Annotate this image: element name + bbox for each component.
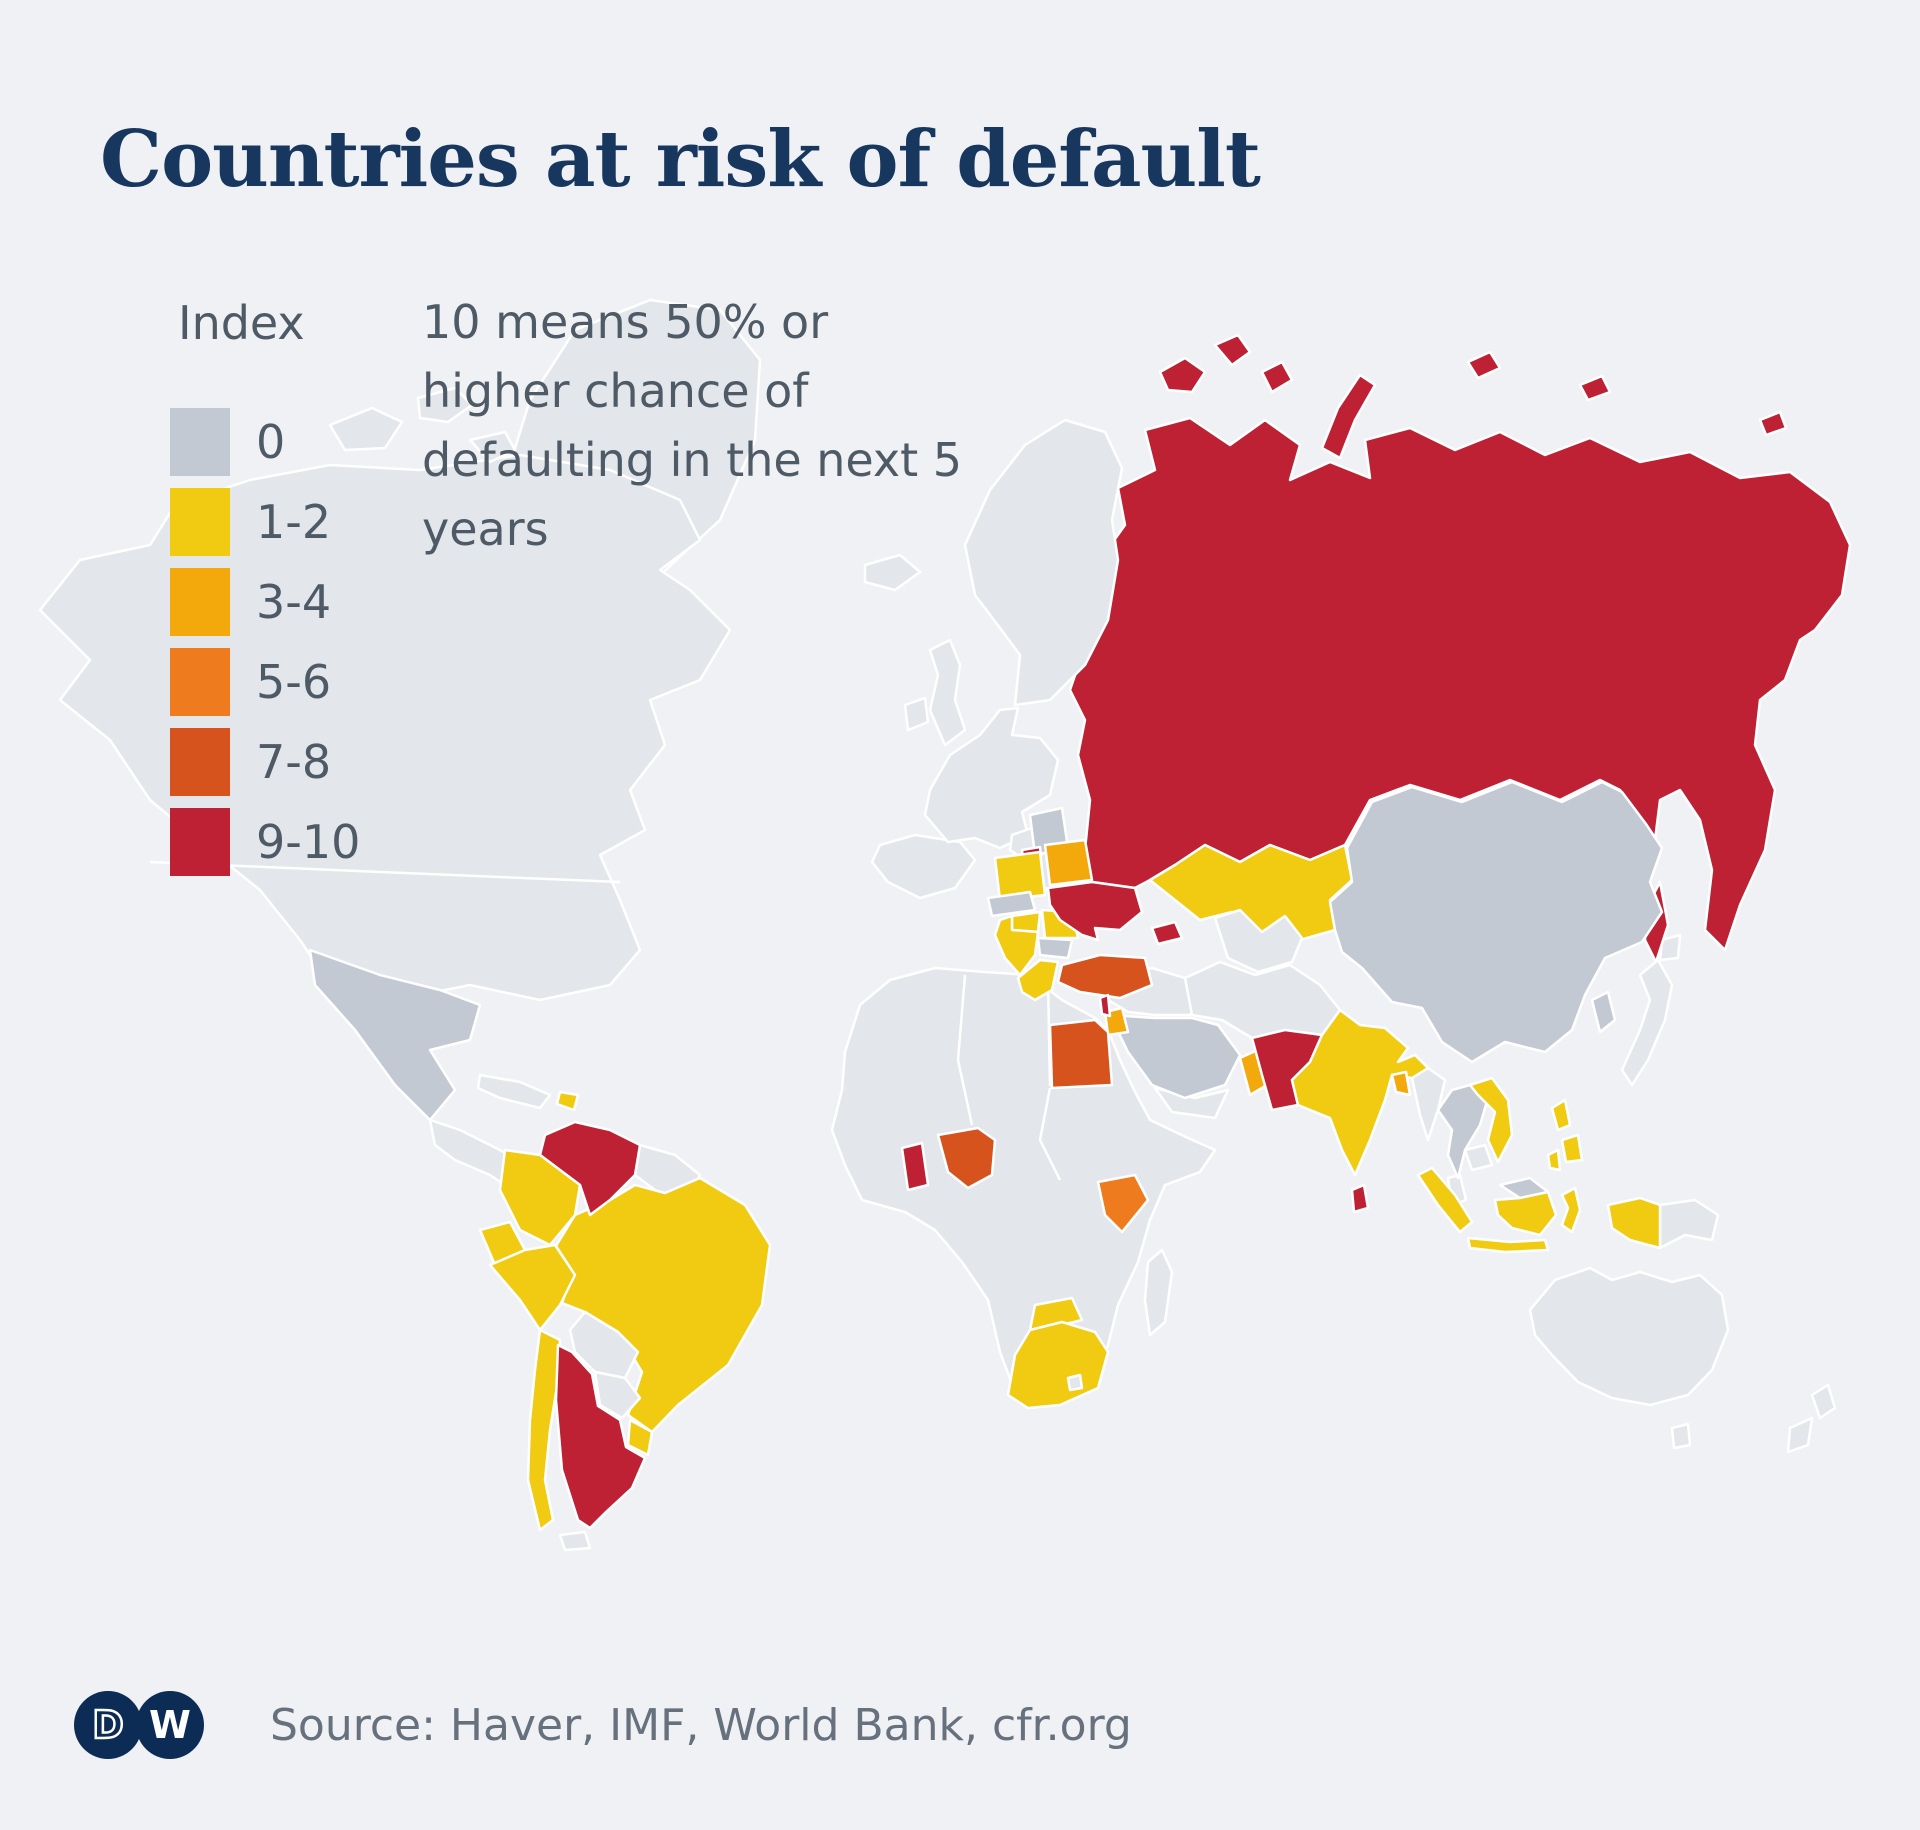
landmass-iceland xyxy=(865,555,920,590)
landmass-cuba xyxy=(478,1075,550,1108)
country-korea xyxy=(1592,992,1615,1032)
legend-swatch-1-2 xyxy=(170,488,230,556)
country-czechia-slovakia xyxy=(988,892,1035,916)
country-indonesia xyxy=(1418,1168,1660,1252)
country-ukraine xyxy=(1048,882,1142,940)
country-bulgaria xyxy=(1038,938,1072,958)
legend-label-3-4: 3-4 xyxy=(256,575,332,629)
country-saudi-arabia xyxy=(1110,1015,1240,1098)
legend-label-5-6: 5-6 xyxy=(256,655,332,709)
legend-item-3-4: 3-4 xyxy=(170,568,430,636)
landmass-paraguay xyxy=(595,1372,640,1418)
country-colombia xyxy=(500,1150,580,1245)
legend-item-9-10: 9-10 xyxy=(170,808,430,876)
index-explanation-note: 10 means 50% or higher chance of default… xyxy=(422,295,963,556)
legend-swatch-3-4 xyxy=(170,568,230,636)
landmass-lesotho xyxy=(1068,1375,1082,1390)
country-chile xyxy=(528,1330,560,1530)
dw-logo: D W xyxy=(74,1691,204,1759)
border-sahara xyxy=(958,975,1060,1180)
legend-item-5-6: 5-6 xyxy=(170,648,430,716)
legend-title: Index xyxy=(178,296,305,350)
page-title: Countries at risk of default xyxy=(100,114,1261,206)
landmass-new-zealand xyxy=(1788,1385,1835,1452)
landmass-uk xyxy=(930,640,965,745)
country-sri-lanka xyxy=(1352,1185,1368,1212)
country-nigeria xyxy=(938,1128,995,1188)
landmass-madagascar xyxy=(1145,1250,1172,1335)
landmass-ireland xyxy=(905,698,928,730)
source-attribution: Source: Haver, IMF, World Bank, cfr.org xyxy=(270,1699,1132,1751)
country-poland xyxy=(995,852,1045,900)
landmass-tierra-del-fuego xyxy=(560,1532,590,1550)
country-argentina xyxy=(556,1345,645,1528)
country-hungary xyxy=(1012,912,1040,932)
country-bangladesh xyxy=(1392,1072,1410,1095)
country-china-mongolia xyxy=(1330,782,1662,1062)
landmass-tasmania xyxy=(1672,1424,1690,1448)
legend-swatch-9-10 xyxy=(170,808,230,876)
legend-label-9-10: 9-10 xyxy=(256,815,361,869)
landmass-bolivia xyxy=(570,1312,638,1378)
legend-swatch-5-6 xyxy=(170,648,230,716)
dw-logo-letter-d: D xyxy=(92,1703,124,1747)
landmass-japan xyxy=(1622,935,1680,1085)
landmass-iberia xyxy=(872,835,975,898)
landmass-central-asia xyxy=(1215,910,1302,972)
landmass-australia xyxy=(1530,1268,1728,1405)
country-uruguay xyxy=(628,1420,652,1455)
country-ghana xyxy=(902,1143,928,1190)
country-philippines xyxy=(1548,1100,1582,1170)
legend-swatch-0 xyxy=(170,408,230,476)
country-russia xyxy=(1062,418,1850,950)
legend-label-7-8: 7-8 xyxy=(256,735,332,789)
country-balkans xyxy=(995,916,1038,975)
country-india xyxy=(1292,1010,1428,1175)
country-lebanon xyxy=(1100,995,1110,1016)
dw-logo-left-circle xyxy=(74,1691,142,1759)
landmass-canadian-arctic-islands xyxy=(330,388,515,462)
landmass-scandinavia xyxy=(965,420,1122,705)
dw-logo-letter-w: W xyxy=(149,1703,191,1747)
landmass-western-europe xyxy=(925,708,1058,848)
legend-label-0: 0 xyxy=(256,415,286,469)
country-hispaniola xyxy=(557,1092,578,1110)
country-vietnam xyxy=(1470,1078,1512,1162)
legend-label-1-2: 1-2 xyxy=(256,495,332,549)
country-greece xyxy=(1018,960,1058,1000)
legend: Index 0 1-2 3-4 5-6 7-8 9-10 xyxy=(170,296,430,888)
country-turkey xyxy=(1058,955,1152,998)
country-thailand-laos xyxy=(1438,1085,1488,1178)
country-mexico xyxy=(310,950,480,1120)
legend-item-1-2: 1-2 xyxy=(170,488,430,556)
legend-item-7-8: 7-8 xyxy=(170,728,430,796)
country-caucasus xyxy=(1152,922,1182,944)
dw-logo-right-circle xyxy=(136,1691,204,1759)
country-peru xyxy=(490,1245,575,1330)
landmass-new-guinea xyxy=(1660,1200,1718,1248)
landmass-cambodia xyxy=(1465,1145,1492,1170)
country-belarus xyxy=(1045,840,1092,885)
country-russia-arctic-islands xyxy=(1160,335,1786,458)
landmass-myanmar xyxy=(1412,1068,1445,1140)
country-egypt xyxy=(1050,1020,1112,1088)
legend-swatch-7-8 xyxy=(170,728,230,796)
country-kenya xyxy=(1098,1175,1148,1232)
footer: D W Source: Haver, IMF, World Bank, cfr.… xyxy=(72,1688,1132,1762)
legend-item-0: 0 xyxy=(170,408,430,476)
